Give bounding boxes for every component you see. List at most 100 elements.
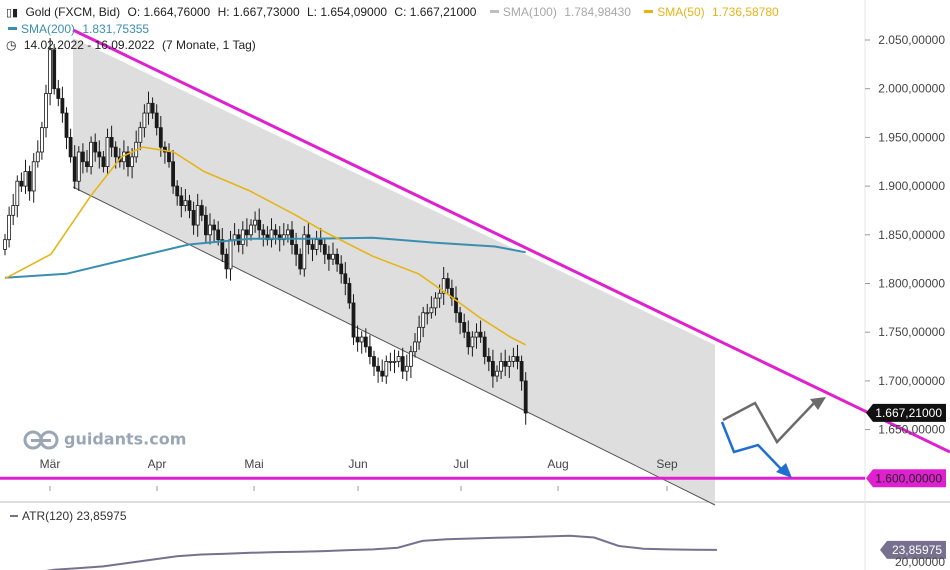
y-tick-label: 1.900,00000 bbox=[878, 179, 945, 193]
candle-body bbox=[216, 229, 221, 241]
channel-fill bbox=[73, 38, 715, 505]
sma200-swatch bbox=[8, 27, 17, 31]
x-tick-label: Jun bbox=[348, 457, 367, 471]
candle-body bbox=[232, 234, 237, 241]
candle-body bbox=[454, 297, 458, 314]
candle-body bbox=[343, 273, 348, 284]
candle-body bbox=[244, 229, 249, 236]
candle-body bbox=[466, 331, 471, 348]
candle-body bbox=[367, 346, 372, 357]
candle-body bbox=[511, 356, 516, 362]
y-tick-label: 1.650,00000 bbox=[878, 423, 945, 437]
trendline-upper bbox=[72, 28, 950, 454]
candle-body bbox=[470, 336, 475, 348]
candle-body bbox=[335, 253, 340, 265]
candle-body bbox=[187, 200, 192, 211]
open-value: O: 1.664,76000 bbox=[127, 5, 211, 19]
candle-body bbox=[15, 180, 20, 206]
candle-body bbox=[175, 185, 180, 197]
range-duration: (7 Monate, 1 Tag) bbox=[161, 38, 256, 52]
candle-body bbox=[310, 244, 315, 250]
candle-body bbox=[105, 136, 110, 168]
candle-body bbox=[85, 161, 89, 168]
candle-body bbox=[339, 263, 344, 275]
date-range: 14.02.2022 - 16.09.2022 bbox=[23, 38, 155, 52]
candle-body bbox=[257, 219, 262, 231]
atr-value-label: 23,85975 bbox=[892, 543, 942, 557]
candle-body bbox=[351, 302, 356, 338]
y-tick-label: 1.800,00000 bbox=[878, 277, 945, 291]
candle-body bbox=[23, 171, 28, 187]
candle-body bbox=[503, 361, 508, 367]
candle-body bbox=[40, 127, 44, 153]
candle-body bbox=[519, 361, 524, 382]
y-tick-label: 1.750,00000 bbox=[878, 325, 945, 339]
candle-body bbox=[3, 239, 7, 250]
high-value: H: 1.667,73000 bbox=[217, 5, 300, 19]
candle-body bbox=[302, 234, 307, 270]
x-tick-label: Apr bbox=[148, 457, 167, 471]
logo-text: guidants.com bbox=[64, 429, 187, 449]
candle-body bbox=[417, 326, 422, 343]
candle-body bbox=[93, 141, 98, 153]
candle-body bbox=[48, 49, 52, 94]
candle-body bbox=[388, 361, 393, 363]
candle-body bbox=[474, 331, 479, 338]
candle-body bbox=[146, 102, 151, 114]
chart-header-range: ◷ 14.02.2022 - 16.09.2022 (7 Monate, 1 T… bbox=[6, 38, 260, 52]
candle-body bbox=[372, 356, 376, 367]
x-tick-label: Aug bbox=[547, 457, 568, 471]
candle-body bbox=[158, 127, 163, 148]
candle-body bbox=[445, 278, 450, 289]
chart-header-ohlc: ▯▮ Gold (FXCM, Bid) O: 1.664,76000 H: 1.… bbox=[6, 5, 783, 19]
candle-body bbox=[314, 239, 319, 250]
candle-body bbox=[150, 102, 155, 114]
candle-body bbox=[224, 253, 229, 270]
candle-body bbox=[482, 336, 487, 357]
forecast-path-blue bbox=[720, 421, 783, 471]
candle-body bbox=[507, 361, 512, 367]
candle-body bbox=[380, 370, 385, 377]
y-tick-label: 1.950,00000 bbox=[878, 130, 945, 144]
support-level-badge bbox=[866, 469, 946, 488]
candle-body bbox=[212, 224, 217, 231]
last-price-label: 1.667,21000 bbox=[875, 406, 942, 420]
candle-body bbox=[130, 156, 135, 168]
sma200-value: 1.831,75355 bbox=[82, 22, 150, 36]
candlestick-icon: ▯▮ bbox=[6, 7, 19, 19]
x-tick-label: Jul bbox=[453, 457, 468, 471]
candle-body bbox=[27, 171, 32, 192]
candle-body bbox=[109, 136, 114, 148]
forecast-path-gray bbox=[722, 401, 816, 445]
guidants-logo: guidants.com bbox=[22, 429, 186, 451]
sma50-swatch bbox=[644, 10, 654, 14]
sma50-label: SMA(50) bbox=[657, 5, 705, 19]
candle-body bbox=[228, 239, 233, 270]
candle-body bbox=[384, 361, 389, 377]
low-value: L: 1.654,09000 bbox=[306, 5, 388, 19]
close-value: C: 1.667,21000 bbox=[394, 5, 477, 19]
y-tick-label: 2.050,00000 bbox=[878, 33, 945, 47]
sma200-line bbox=[4, 236, 526, 279]
candle-body bbox=[298, 253, 303, 270]
candle-body bbox=[68, 136, 73, 158]
candle-body bbox=[458, 312, 463, 323]
candle-body bbox=[142, 112, 147, 129]
candle-body bbox=[392, 361, 397, 363]
candle-body bbox=[171, 161, 176, 187]
candle-body bbox=[162, 146, 167, 153]
candle-body bbox=[208, 224, 212, 236]
candle-body bbox=[425, 312, 430, 315]
sma50-value: 1.736,58780 bbox=[711, 5, 779, 19]
candle-body bbox=[19, 180, 24, 187]
candle-body bbox=[495, 370, 499, 377]
instrument-name: Gold (FXCM, Bid) bbox=[25, 5, 121, 19]
candle-body bbox=[294, 244, 299, 255]
candle-body bbox=[72, 156, 77, 182]
candle-body bbox=[400, 356, 405, 372]
candle-body bbox=[126, 151, 130, 168]
candle-body bbox=[191, 210, 196, 226]
support-level-label: 1.600,00000 bbox=[875, 471, 942, 485]
candle-body bbox=[290, 229, 294, 245]
